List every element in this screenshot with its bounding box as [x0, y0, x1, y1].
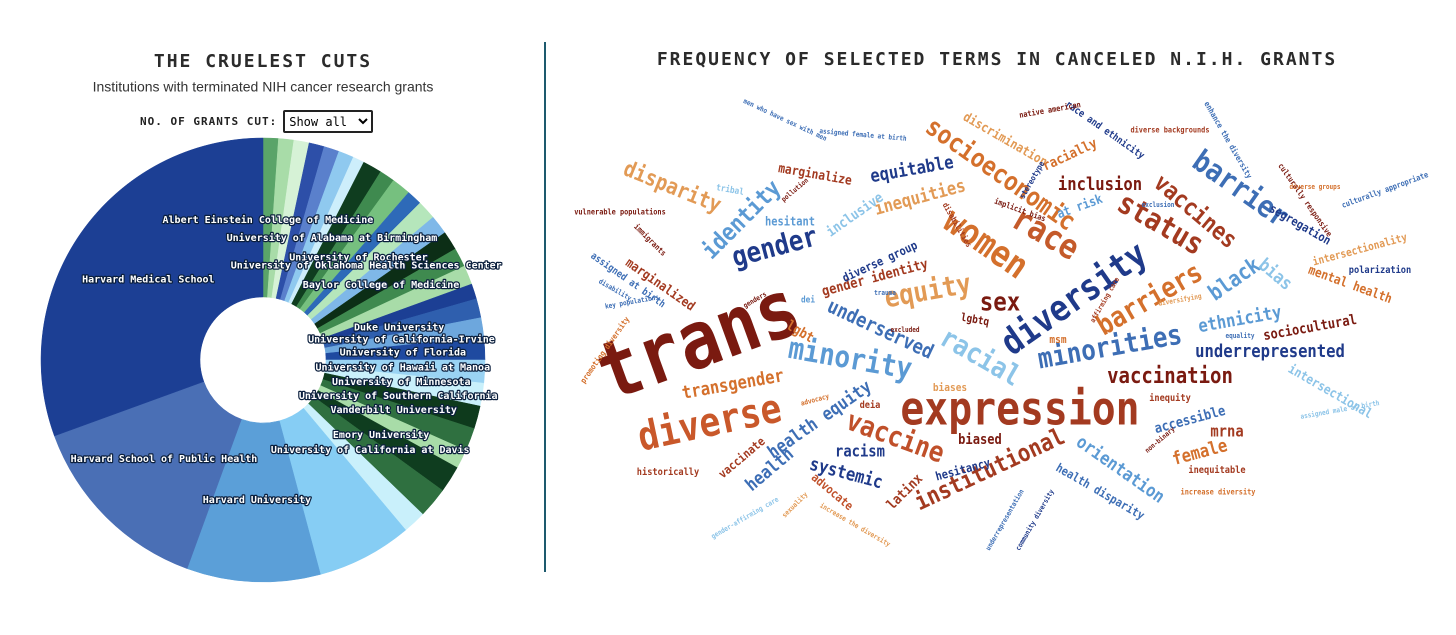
word: increase the diversity: [818, 502, 892, 549]
word: immigrants: [632, 221, 669, 258]
slice-label: Duke University: [354, 321, 444, 333]
word: sex: [980, 288, 1021, 318]
chart-subtitle: Institutions with terminated NIH cancer …: [93, 79, 434, 95]
word: increase diversity: [1181, 487, 1256, 497]
slice: [186, 418, 321, 583]
word: racism: [835, 442, 885, 461]
word: equality: [1225, 332, 1255, 340]
word: black: [1204, 253, 1265, 306]
word: expression: [900, 382, 1139, 436]
word: vulnerable populations: [574, 207, 666, 217]
slice-label: Harvard Medical School: [82, 274, 214, 286]
word: bias: [1254, 255, 1296, 295]
word: diverse backgrounds: [1130, 125, 1209, 135]
word: lgbtq: [960, 311, 990, 329]
slice-label: Harvard School of Public Health: [71, 453, 258, 465]
slice-label: University of Rochester: [289, 252, 427, 264]
filter-label: NO. OF GRANTS CUT:: [140, 115, 278, 128]
filter-select[interactable]: Show all: [283, 110, 374, 133]
word: excluded: [890, 326, 919, 334]
slice: [54, 381, 242, 569]
word: inequitable: [1188, 464, 1245, 476]
slice: [40, 137, 264, 437]
slice-label: Albert Einstein College of Medicine: [163, 214, 374, 226]
word: historically: [637, 466, 699, 478]
word: deia: [860, 399, 881, 411]
word: vaccination: [1107, 364, 1233, 389]
slice-label: University of California at Davis: [271, 444, 470, 456]
word: biases: [933, 381, 967, 394]
word: pollution: [780, 176, 810, 203]
word: exclusion: [1142, 201, 1175, 209]
slice-label: Harvard University: [203, 494, 311, 506]
slice-label: University of California-Irvine: [308, 333, 495, 345]
slice-label: University of Alabama at Birmingham: [227, 232, 438, 244]
chart-title: FREQUENCY OF SELECTED TERMS IN CANCELED …: [657, 49, 1337, 70]
word: mrna: [1210, 422, 1243, 441]
word: diverse groups: [1290, 183, 1341, 191]
slice-label: University of Minnesota: [332, 376, 470, 388]
filter: NO. OF GRANTS CUT: Show all: [140, 110, 374, 133]
word: biased: [958, 432, 1002, 448]
word: culturally appropriate: [1340, 169, 1430, 210]
word: marginalize: [777, 161, 853, 189]
slice-label: University of Oklahoma Health Sciences C…: [231, 259, 502, 271]
word: sexuality: [781, 490, 810, 519]
chart-title: THE CRUELEST CUTS: [154, 51, 372, 72]
slice-label: University of Hawaii at Manoa: [316, 361, 491, 373]
word: gender-affirming care: [710, 495, 780, 540]
slice-label: University of Southern California: [299, 390, 498, 402]
word: inclusion: [1058, 174, 1142, 195]
word: at risk: [1055, 192, 1105, 222]
word: native american: [1018, 99, 1081, 120]
word: assigned female at birth: [819, 127, 907, 143]
word: trauma: [874, 289, 896, 297]
word: tribal: [715, 182, 745, 198]
slice-label: Vanderbilt University: [330, 404, 456, 416]
word: polarization: [1349, 264, 1411, 276]
word: dei: [801, 295, 816, 306]
word: racially: [1040, 135, 1100, 174]
word: underrepresented: [1195, 341, 1345, 362]
word: men who have sex with men: [742, 97, 828, 143]
slice-label: Emory University: [333, 429, 429, 441]
slice-label: University of Florida: [340, 347, 466, 359]
slice-label: Baylor College of Medicine: [303, 279, 460, 291]
word: inequity: [1149, 392, 1191, 404]
word: hesitant: [765, 215, 815, 229]
word: msm: [1049, 333, 1066, 346]
